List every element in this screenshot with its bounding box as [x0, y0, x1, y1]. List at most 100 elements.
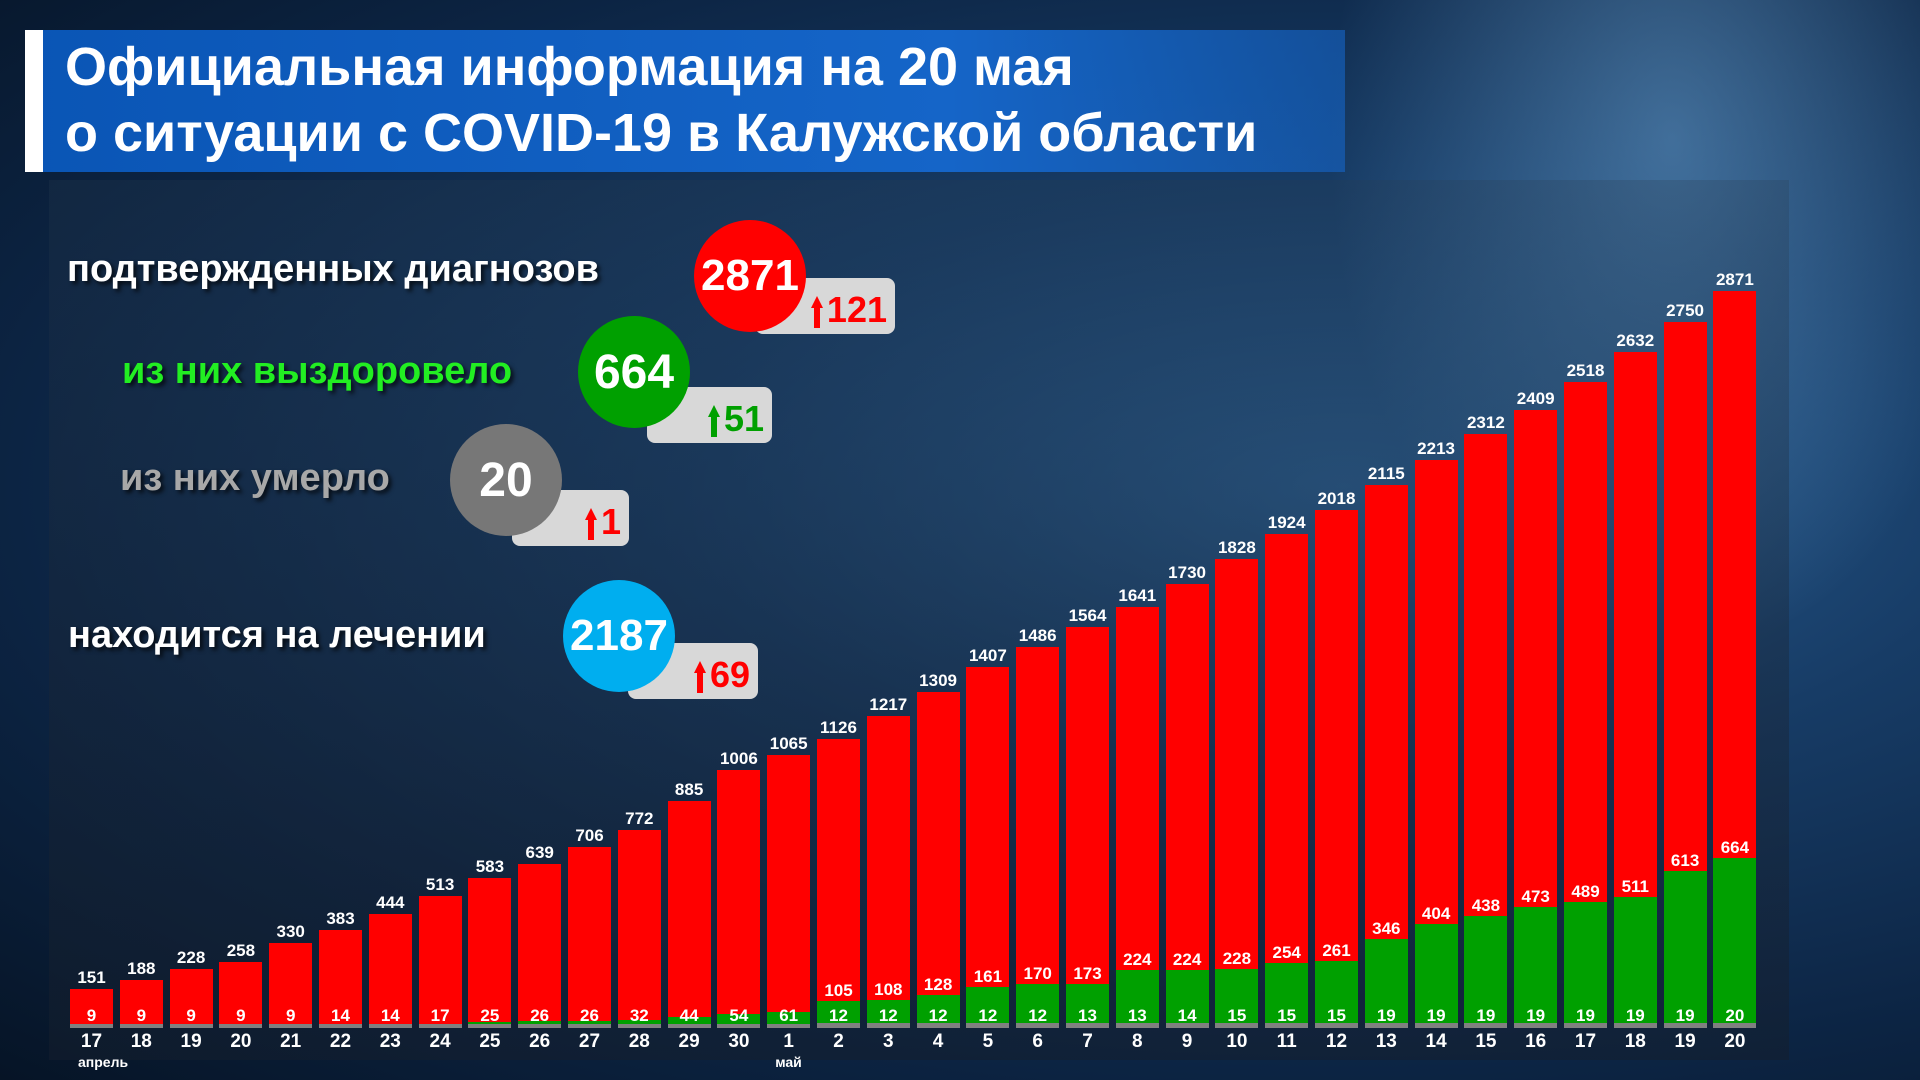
data-label-recovered: 224 — [1123, 950, 1152, 970]
stat-value-recovered: 664 — [578, 316, 690, 428]
data-label-confirmed: 513 — [425, 875, 455, 895]
data-label-recovered: 228 — [1222, 949, 1252, 969]
bar-recovered — [1613, 896, 1657, 1028]
x-tick-label: 4 — [932, 1031, 944, 1052]
data-label-deaths: 14 — [1177, 1006, 1197, 1025]
bar-confirmed — [418, 896, 462, 1028]
bar-recovered — [916, 995, 960, 1028]
x-tick-label: 17 — [1574, 1031, 1597, 1052]
arrow-up-icon — [707, 405, 720, 437]
title-line-1: Официальная информация на 20 мая — [65, 37, 1074, 97]
x-tick-label: 5 — [982, 1031, 994, 1052]
x-tick-label: 23 — [379, 1031, 401, 1052]
data-label-recovered: 128 — [923, 975, 953, 995]
data-label-deaths: 19 — [1526, 1006, 1546, 1025]
data-label-deaths: 19 — [1426, 1006, 1446, 1025]
bar-deaths — [1265, 1023, 1309, 1028]
data-label-confirmed: 1641 — [1118, 585, 1157, 605]
data-label-confirmed: 1309 — [919, 670, 957, 690]
bar-deaths — [866, 1023, 910, 1028]
bar-deaths — [119, 1024, 163, 1028]
data-label-confirmed: 1924 — [1267, 513, 1306, 533]
bar-deaths — [966, 1023, 1010, 1028]
bar-deaths — [817, 1023, 860, 1028]
bar-recovered — [1016, 984, 1060, 1028]
x-tick-label: 6 — [1032, 1031, 1043, 1052]
x-tick-label: 20 — [1724, 1031, 1746, 1052]
data-label-confirmed: 228 — [176, 948, 206, 968]
bar-confirmed — [1115, 606, 1159, 1028]
bar-deaths — [1613, 1023, 1657, 1028]
bar-deaths — [568, 1024, 611, 1028]
bar-deaths — [1414, 1023, 1458, 1028]
x-tick-label: 12 — [1325, 1031, 1348, 1052]
data-label-deaths: 12 — [829, 1006, 848, 1025]
bar-confirmed — [966, 666, 1010, 1028]
x-tick-label: 13 — [1375, 1031, 1397, 1052]
data-label-recovered: 32 — [629, 1006, 649, 1025]
bar-confirmed — [817, 738, 860, 1028]
x-tick-label: 18 — [1624, 1031, 1646, 1052]
data-label-deaths: 19 — [1576, 1006, 1595, 1025]
data-label-confirmed: 1217 — [869, 694, 908, 714]
bar-deaths — [219, 1024, 263, 1028]
bar-deaths — [368, 1024, 412, 1028]
bar-confirmed — [767, 754, 811, 1028]
data-label-confirmed: 2018 — [1317, 488, 1356, 508]
bar-confirmed — [866, 715, 910, 1028]
bar-deaths — [70, 1024, 113, 1028]
data-label-confirmed: 2518 — [1566, 360, 1605, 380]
stat-label-treatment: находится на лечении — [68, 614, 486, 656]
bar-recovered — [1215, 969, 1259, 1028]
month-label: апрель — [78, 1054, 129, 1070]
data-label-confirmed: 1486 — [1018, 625, 1057, 645]
arrow-up-icon — [693, 661, 706, 693]
bar-recovered — [1414, 924, 1458, 1028]
data-label-confirmed: 1065 — [769, 733, 808, 753]
bar-confirmed — [219, 961, 263, 1028]
stat-label-confirmed: подтвержденных диагнозов — [67, 248, 599, 290]
data-label-deaths: 13 — [1127, 1006, 1147, 1025]
x-tick-label: 3 — [883, 1031, 894, 1052]
data-label-recovered: 613 — [1670, 850, 1700, 870]
x-tick-label: 9 — [1181, 1031, 1193, 1052]
bar-deaths — [1165, 1023, 1209, 1028]
bar-confirmed — [1215, 558, 1259, 1028]
bar-deaths — [169, 1024, 213, 1028]
stat-label-recovered: из них выздоровело — [122, 350, 513, 392]
bar-deaths — [1066, 1023, 1109, 1028]
data-label-recovered: 108 — [874, 980, 903, 1000]
bar-recovered — [1115, 970, 1159, 1028]
bar-confirmed — [1265, 534, 1309, 1028]
bar-confirmed — [319, 929, 362, 1028]
bar-confirmed — [1315, 509, 1358, 1028]
bar-recovered — [966, 986, 1010, 1028]
bar-deaths — [667, 1024, 711, 1028]
bar-recovered — [617, 1019, 661, 1028]
data-label-confirmed: 2115 — [1367, 464, 1405, 484]
bar-confirmed — [667, 800, 711, 1028]
bar-deaths — [518, 1024, 562, 1028]
data-label-deaths: 20 — [1725, 1006, 1745, 1025]
x-tick-label: 7 — [1082, 1031, 1093, 1052]
data-label-recovered: 261 — [1322, 941, 1351, 960]
data-label-recovered: 173 — [1073, 963, 1102, 983]
bar-confirmed — [518, 863, 562, 1028]
bar-deaths — [916, 1023, 960, 1028]
data-label-deaths: 12 — [928, 1006, 948, 1025]
bar-deaths — [468, 1024, 512, 1028]
x-tick-label: 1 — [783, 1031, 794, 1052]
x-tick-label: 27 — [578, 1031, 601, 1052]
data-label-recovered: 404 — [1421, 904, 1451, 924]
bar-confirmed — [1364, 485, 1408, 1028]
x-tick-label: 14 — [1425, 1031, 1447, 1052]
data-label-recovered: 25 — [480, 1006, 500, 1025]
stat-value-confirmed: 2871 — [694, 220, 806, 332]
title-accent-bar — [25, 30, 43, 172]
bar-recovered — [1265, 962, 1309, 1028]
bar-recovered — [1663, 870, 1707, 1028]
bar-deaths — [617, 1024, 661, 1028]
bar-deaths — [767, 1024, 811, 1028]
data-label-recovered: 17 — [430, 1006, 450, 1025]
delta-value: 51 — [723, 398, 764, 439]
